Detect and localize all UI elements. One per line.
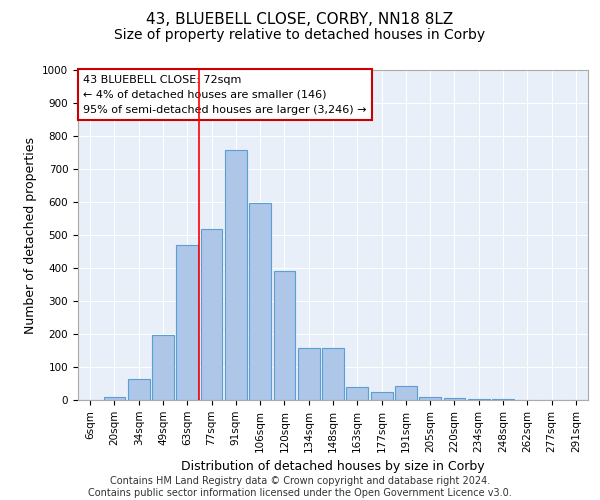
Bar [128, 378, 149, 400]
Bar [468, 398, 490, 400]
Text: Contains HM Land Registry data © Crown copyright and database right 2024.
Contai: Contains HM Land Registry data © Crown c… [88, 476, 512, 498]
Bar [443, 398, 466, 400]
Bar [274, 272, 295, 400]
Bar [176, 245, 198, 400]
Bar [225, 150, 247, 400]
Bar [322, 348, 344, 400]
Bar [298, 348, 320, 400]
Text: Size of property relative to detached houses in Corby: Size of property relative to detached ho… [115, 28, 485, 42]
Bar [346, 387, 368, 400]
Bar [371, 392, 392, 400]
Bar [395, 386, 417, 400]
Text: 43 BLUEBELL CLOSE: 72sqm
← 4% of detached houses are smaller (146)
95% of semi-d: 43 BLUEBELL CLOSE: 72sqm ← 4% of detache… [83, 75, 367, 114]
Bar [104, 396, 125, 400]
Bar [419, 398, 441, 400]
Text: 43, BLUEBELL CLOSE, CORBY, NN18 8LZ: 43, BLUEBELL CLOSE, CORBY, NN18 8LZ [146, 12, 454, 28]
Bar [200, 229, 223, 400]
Y-axis label: Number of detached properties: Number of detached properties [23, 136, 37, 334]
Bar [249, 203, 271, 400]
Bar [152, 334, 174, 400]
X-axis label: Distribution of detached houses by size in Corby: Distribution of detached houses by size … [181, 460, 485, 473]
